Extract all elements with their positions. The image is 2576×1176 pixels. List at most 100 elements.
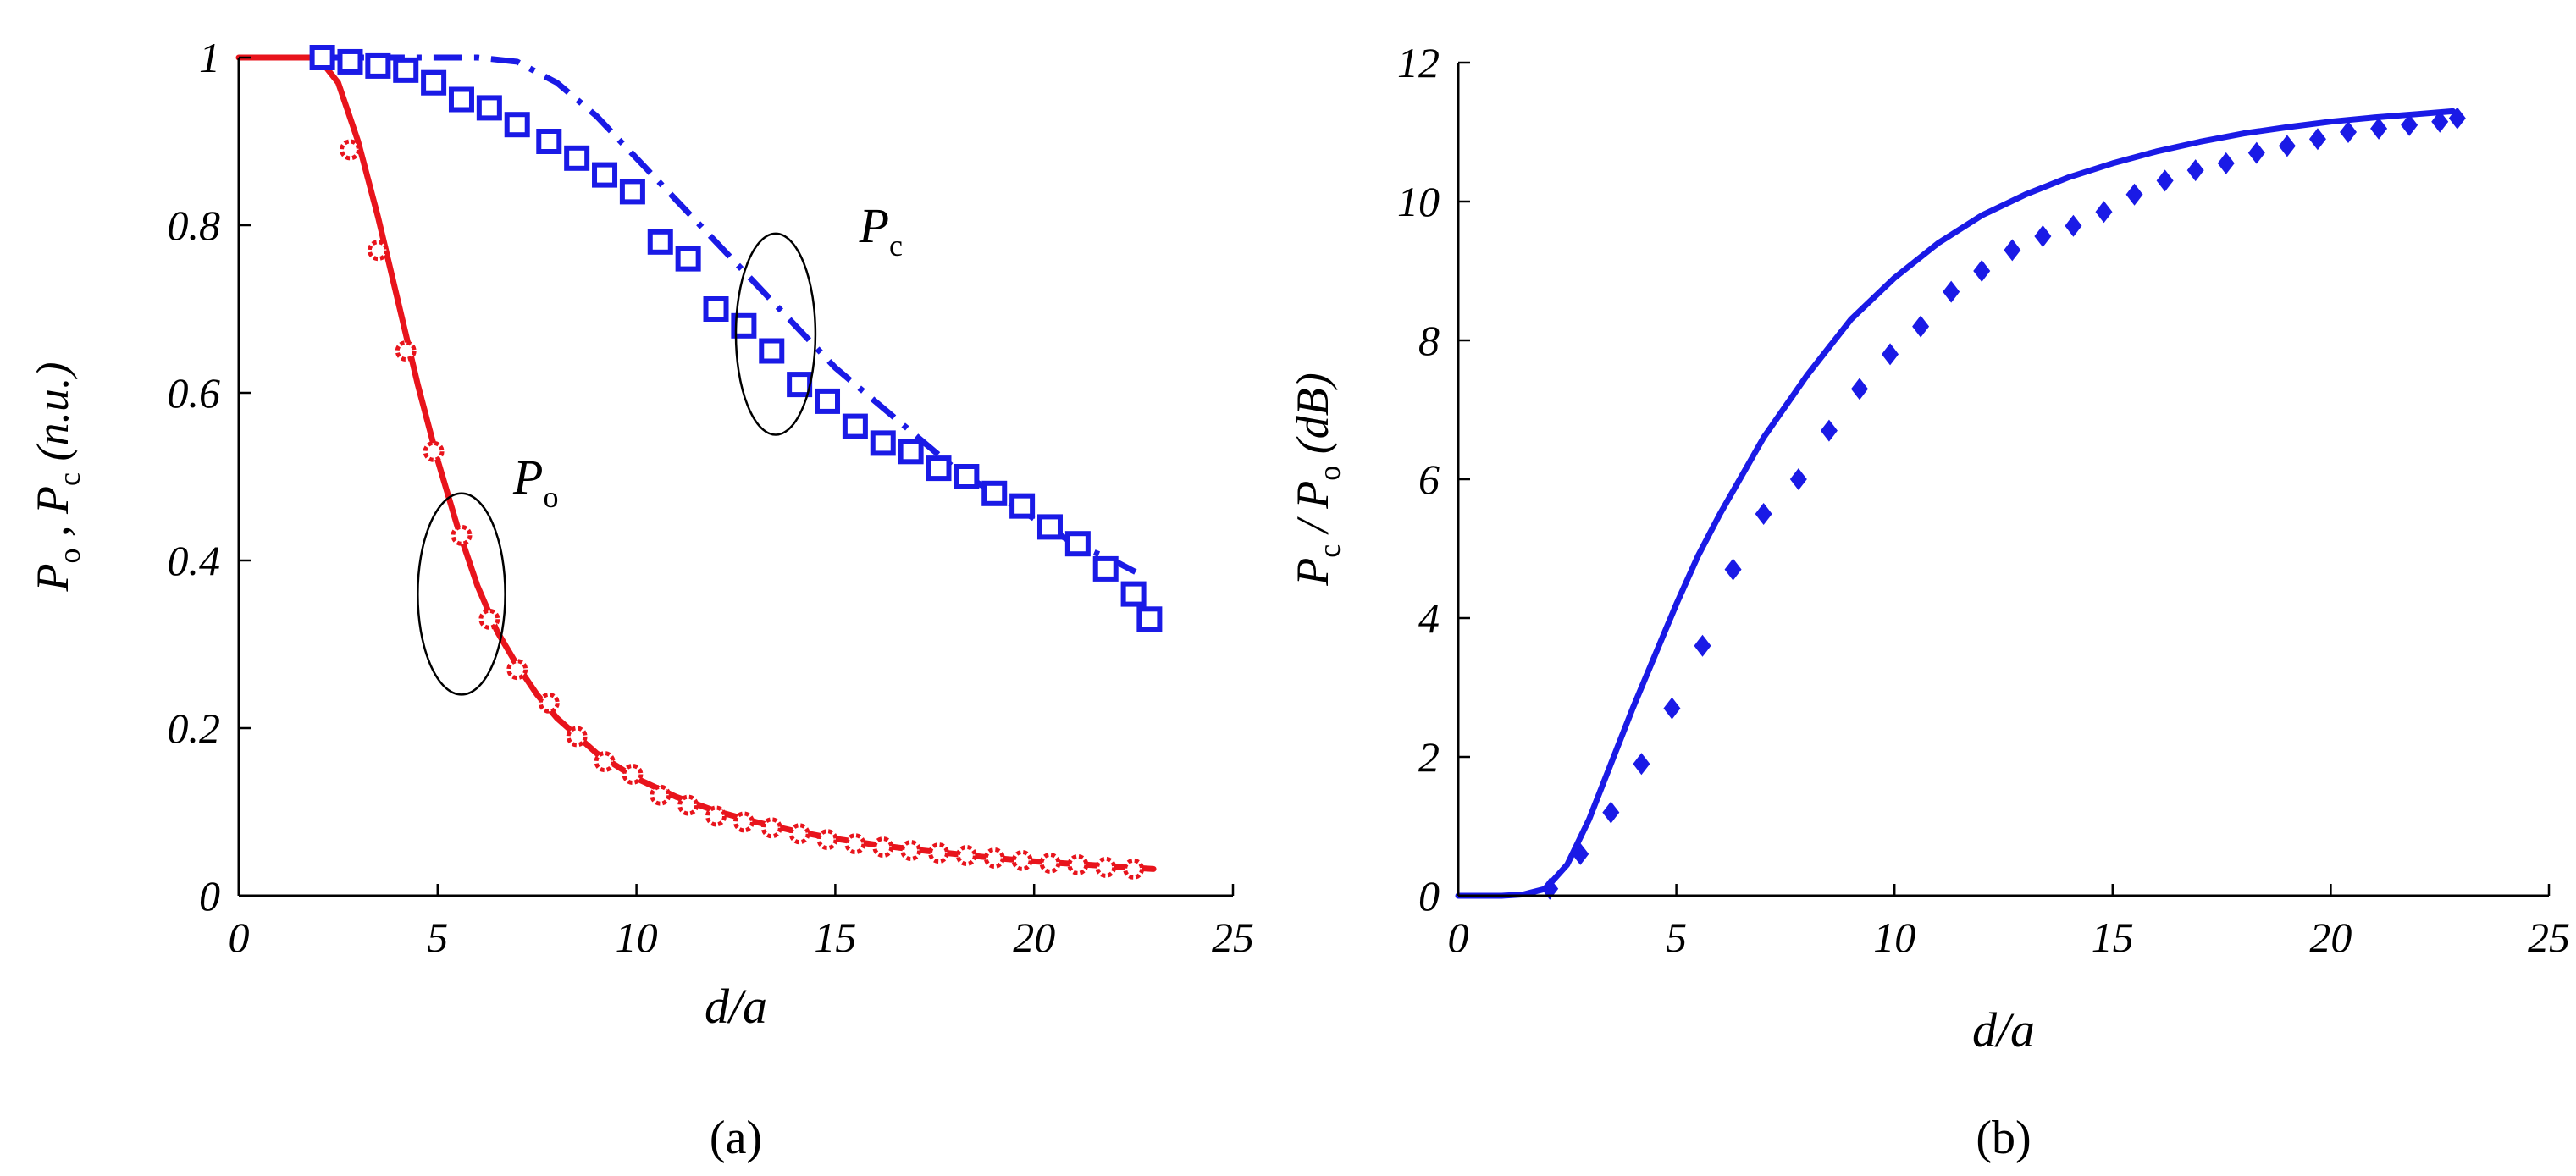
panel-a-y-tick-label: 0 (199, 872, 220, 919)
panel-b-series-p-c-p-o-measured-point (2401, 113, 2418, 136)
panel-a-series-p-c-measured-point (1120, 581, 1147, 607)
panel-b-series-p-c-p-o-measured-point (1663, 697, 1681, 720)
panel-a-series-p-o-measured-point (622, 763, 644, 785)
panel-a-series-p-o-measured-point (451, 524, 473, 546)
panel-b-x-tick-label: 20 (2309, 914, 2352, 961)
panel-a-y-tick-label: 0.8 (168, 202, 221, 249)
panel-b-y-label: Pc / Po (dB) (1287, 373, 1346, 586)
panel-b-y-tick-label: 8 (1418, 317, 1440, 364)
panel-a-series-p-o-measured-point (705, 805, 727, 827)
panel-a-x-tick-label: 20 (1013, 914, 1055, 961)
panel-a-annotation-ellipse-p-c (734, 232, 817, 436)
panel-a-series-p-c-measured-point (898, 439, 924, 465)
panel-a-series-p-o-measured-point (788, 823, 810, 845)
panel-a-series-p-c-measured-point (954, 464, 980, 489)
panel-a-plot-area (235, 45, 1163, 880)
panel-a-x-tick-label: 10 (616, 914, 658, 961)
panel-b-series-p-c-p-o-measured-point (2308, 128, 2326, 151)
panel-b-series-p-c-p-o-measured-point (1820, 419, 1838, 442)
panel-a-series-p-c-measured-point (393, 57, 419, 83)
panel-a-x-ticks: 0 5 10 15 20 25 (229, 884, 1254, 961)
panel-b-series-p-c-p-o-measured-point (1912, 315, 1930, 338)
panel-b-series-p-c-p-o-measured-point (2370, 117, 2388, 140)
panel-b-series-p-c-p-o-measured-point (1755, 503, 1772, 525)
panel-b-series-p-c-p-o-measured-point (2095, 201, 2113, 224)
panel-b-x-tick-label: 10 (1873, 914, 1915, 961)
panel-a-x-tick-label: 5 (427, 914, 448, 961)
panel-b-plot-area (1455, 107, 2466, 900)
panel-a-series-p-o-measured-point (423, 440, 445, 462)
panel-a-series-p-c-measured-point (842, 413, 868, 439)
panel-b-series-p-c-p-o-measured-point (2340, 121, 2358, 143)
panel-a-series-p-o-measured-point (732, 811, 755, 833)
panel-a-series-p-o-measured-point (650, 784, 672, 806)
panel-a-series-p-c-measured-point (619, 179, 645, 205)
panel-a-series-p-c-measured-point (309, 45, 335, 70)
panel-b-x-label: d/a (1972, 1002, 2035, 1057)
panel-b-series-p-c-p-o-measured-point (2125, 183, 2143, 206)
panel-a-series-p-c-measured-point (981, 480, 1008, 506)
panel-b-series-p-c-p-o-measured-point (1850, 378, 1868, 400)
panel-a-series-p-o-measured-point (1039, 852, 1061, 874)
panel-a-series-p-c-measured-point (421, 69, 447, 96)
panel-a-series-p-o-measured-point (872, 836, 894, 859)
panel-a-series-p-c-measured-point (815, 388, 841, 414)
panel-a-series-p-c-measured-point (476, 95, 502, 121)
panel-b-series-p-c-p-o-measured-point (1694, 634, 1711, 657)
panel-a-series-p-c-measured-point (1092, 555, 1119, 582)
panel-a-series-p-o-measured-point (983, 847, 1005, 869)
panel-a: 0 5 10 15 20 25 0 0.2 0.4 0.6 0.8 1 Pc Po d/a Po , … (27, 34, 1254, 1164)
panel-b-series-p-c-p-o-measured-point (1572, 842, 1589, 865)
panel-b-series-p-c-p-o-measured-point (1973, 260, 1991, 282)
panel-b-caption: (b) (1976, 1112, 2031, 1164)
panel-b-series-p-c-p-o-measured-point (2004, 239, 2021, 262)
panel-a-series-p-o-measured-point (566, 726, 588, 748)
panel-b-series-p-c-p-o-measured-point (1789, 468, 1807, 490)
panel-b-x-tick-label: 15 (2092, 914, 2134, 961)
panel-b-series-p-c-p-o-measured-point (2278, 135, 2296, 157)
panel-b-series-p-c-p-o-measured-point (1602, 801, 1620, 824)
panel-a-y-tick-label: 0.2 (168, 704, 221, 752)
panel-b-series-p-c-p-o-measured-point (2186, 159, 2204, 182)
panel-a-series-p-o-measured-point (1095, 856, 1117, 878)
panel-b-y-tick-label: 12 (1397, 39, 1440, 86)
panel-b-y-tick-label: 4 (1418, 594, 1440, 642)
panel-a-series-p-c-measured-point (504, 112, 530, 138)
panel-a-series-p-c-measured-point (759, 338, 785, 364)
panel-b-x-tick-label: 5 (1666, 914, 1687, 961)
panel-b-series-p-c-p-o-measured-point (2065, 214, 2082, 237)
panel-b-y-tick-label: 2 (1418, 733, 1440, 781)
panel-a-series-p-o-simulation-line (235, 54, 1157, 872)
panel-a-series-p-o-measured-point (1011, 849, 1033, 871)
panel-a-annotation-label-p-o: Po (512, 450, 558, 514)
panel-a-series-p-o-measured-point (760, 817, 782, 839)
panel-b-y-tick-label: 0 (1418, 872, 1440, 919)
panel-b-x-tick-label: 0 (1448, 914, 1469, 961)
panel-a-series-p-c-measured-point (564, 145, 590, 171)
panel-a-series-p-c-measured-point (675, 246, 701, 272)
panel-a-series-p-c-measured-point (870, 430, 896, 456)
panel-a-series-p-o-measured-point (1067, 853, 1089, 875)
panel-a-series-p-o-measured-point (955, 844, 977, 866)
panel-a-series-p-o-measured-point (506, 659, 528, 681)
panel-a-series-p-o-measured-point (900, 840, 922, 862)
panel-a-caption: (a) (710, 1112, 762, 1164)
panel-a-y-ticks: 0 0.2 0.4 0.6 0.8 1 (168, 34, 251, 919)
panel-a-x-label: d/a (705, 979, 767, 1034)
panel-a-series-p-o-measured-point (844, 833, 866, 855)
panel-a-x-tick-label: 25 (1212, 914, 1254, 961)
panel-b: 0 5 10 15 20 25 0 2 4 6 8 10 12 d/a Pc / Po (dB) (b… (1287, 39, 2570, 1164)
panel-a-series-p-o-measured-point (395, 340, 417, 362)
panel-b-x-ticks: 0 5 10 15 20 25 (1448, 884, 2570, 961)
panel-b-series-p-c-p-o-measured-point (1943, 280, 1960, 303)
panel-a-series-p-c-measured-point (1036, 514, 1063, 540)
panel-a-series-p-o-measured-point (367, 240, 389, 262)
panel-a-series-p-o-measured-point (339, 139, 361, 161)
panel-a-series-p-c-measured-point (647, 229, 673, 255)
panel-b-series-p-c-p-o-measured-point (1541, 877, 1559, 900)
panel-a-series-p-c-measured-point (365, 52, 391, 79)
panel-a-x-tick-label: 0 (229, 914, 250, 961)
panel-b-series-p-c-p-o-measured-point (2431, 110, 2449, 133)
panel-b-series-p-c-p-o-simulation-line (1455, 108, 2457, 899)
panel-b-series-p-c-p-o-measured-point (2448, 107, 2466, 130)
